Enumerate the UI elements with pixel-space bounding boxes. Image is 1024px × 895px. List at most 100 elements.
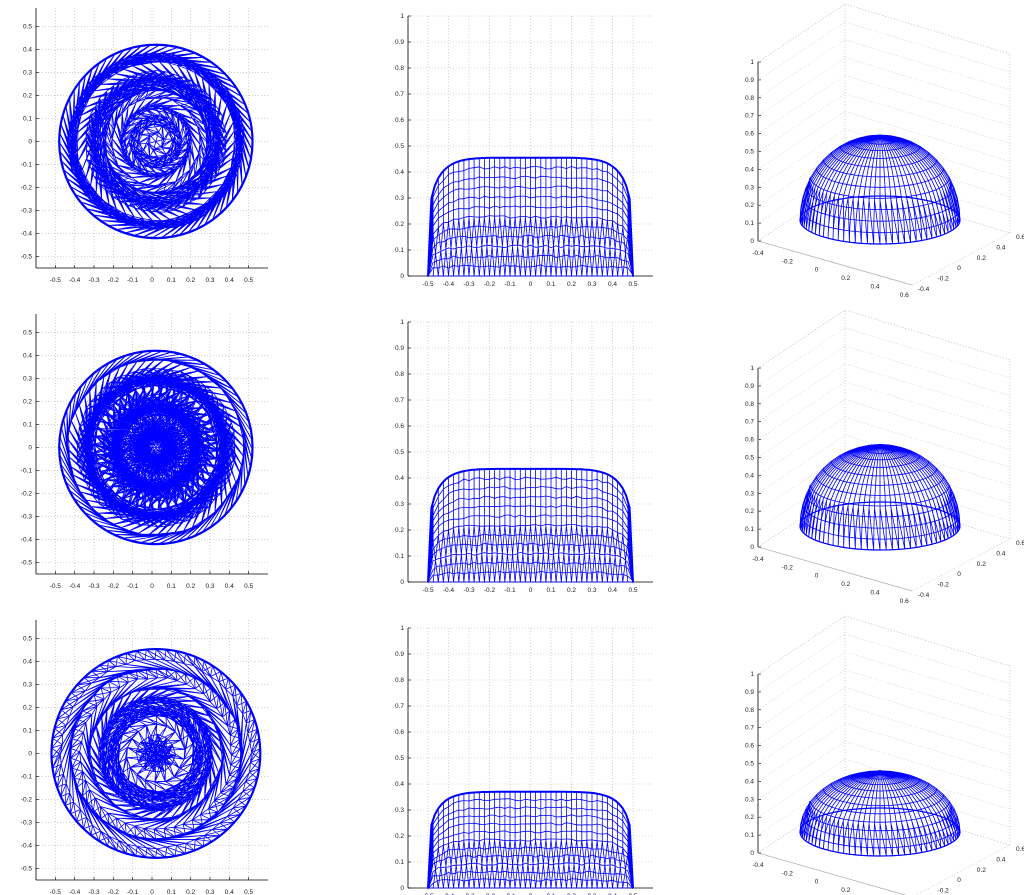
box-edge	[757, 852, 907, 895]
box-edge	[757, 240, 913, 286]
y-tick-label: 0	[400, 579, 404, 586]
x-tick-label: 0.4	[225, 583, 234, 590]
y-tick-label: 0.9	[395, 39, 404, 46]
grid-line-z	[757, 417, 846, 476]
grid-line-z	[757, 111, 846, 170]
mesh-outline	[427, 467, 634, 583]
y-tick-label: 0.9	[395, 345, 404, 352]
x-tick-label: 0.4	[225, 277, 234, 284]
grid-line-z	[757, 164, 846, 224]
grid-line-z	[757, 57, 846, 116]
x-tick-label: -0.5	[422, 893, 434, 895]
x-tick-label: -0.2	[484, 281, 496, 288]
mesh-outline	[427, 156, 634, 277]
subplot-5: -0.5 -0.4 -0.3 -0.2 -0.1 0 0.1 0.2 0.3 0.4 0.5 0 0.1…	[395, 319, 653, 594]
grid-line-z	[757, 309, 846, 369]
x-tick-label: 0.5	[628, 587, 637, 594]
y-tick-label: -0.1	[21, 161, 33, 168]
grid-line-z	[757, 687, 846, 746]
grid-line-z	[757, 435, 846, 494]
x-tick-label: 0.1	[167, 889, 176, 895]
grid-line-z	[757, 669, 846, 728]
x-tick-label: 0.1	[546, 587, 555, 594]
y-tick-label: 0.5	[395, 143, 404, 150]
y-tick-label: 0	[28, 444, 32, 451]
x-tick-label: 0.2	[841, 275, 850, 282]
subplot-9: 0 0.1 0.2 0.3 0.4 0.5 0.6 0.7 0.8 0.9 1 -0.4 -0.2 0 0.…	[745, 615, 1024, 895]
y-tick-label: 0.1	[395, 859, 404, 866]
y-tick-label: -0.2	[938, 582, 950, 589]
grid-line-z	[757, 129, 846, 188]
subplot-8: -0.5 -0.4 -0.3 -0.2 -0.1 0 0.1 0.2 0.3 0.4 0.5 0 0.1…	[395, 625, 653, 895]
grid-line-z	[757, 75, 846, 134]
z-tick-label: 0.2	[745, 202, 754, 209]
y-tick-label: -0.4	[21, 230, 33, 237]
x-tick-label: 0.3	[205, 583, 214, 590]
grid-line-z	[757, 146, 846, 206]
y-tick-label: 0.7	[395, 703, 404, 710]
y-tick-label: 0	[28, 138, 32, 145]
grid-line-z	[844, 75, 1011, 126]
y-tick-label: 0.5	[395, 449, 404, 456]
x-tick-label: 0.2	[186, 583, 195, 590]
y-tick-label: 0.5	[23, 635, 32, 642]
box-edge	[844, 3, 1011, 55]
y-tick-label: 0.5	[23, 329, 32, 336]
y-tick-label: -0.5	[21, 865, 33, 872]
y-tick-label: -0.2	[21, 796, 33, 803]
z-tick-label: 0.6	[745, 743, 754, 750]
mesh-outline	[427, 790, 634, 889]
x-tick-label: -0.3	[88, 583, 100, 590]
y-tick-label: 0.4	[996, 856, 1005, 863]
y-tick-label: 0.2	[23, 704, 32, 711]
x-tick-label: 0	[815, 879, 819, 886]
grid-line-z	[844, 633, 1011, 685]
x-tick-label: 0.2	[841, 581, 850, 588]
box-edge	[911, 538, 1011, 592]
z-tick-label: 0.5	[745, 149, 754, 156]
x-tick-label: 0.5	[628, 893, 637, 895]
y-tick-label: 0.8	[395, 371, 404, 378]
y-tick-label: 0.4	[395, 169, 404, 176]
x-tick-label: -0.1	[127, 583, 139, 590]
y-tick-label: -0.4	[21, 842, 33, 849]
x-tick-label: -0.2	[782, 258, 794, 265]
box-edge	[757, 546, 913, 592]
z-tick-label: 0.1	[745, 220, 754, 227]
grid-line-z	[757, 758, 846, 818]
z-tick-label: 0.4	[745, 778, 754, 785]
grid-line-z	[844, 345, 1011, 397]
z-tick-label: 0.5	[745, 761, 754, 768]
z-tick-label: 0.8	[745, 707, 754, 714]
x-tick-label: 0.3	[587, 281, 596, 288]
z-tick-label: 1	[750, 59, 754, 66]
mesh-base	[799, 501, 961, 551]
y-tick-label: 0.7	[395, 397, 404, 404]
y-tick-label: 0.2	[395, 833, 404, 840]
mesh-base	[799, 195, 961, 245]
x-tick-label: 0.5	[244, 889, 253, 895]
x-tick-label: 0	[529, 893, 533, 895]
mesh-wireframe	[799, 770, 961, 857]
y-tick-label: -0.3	[21, 513, 33, 520]
x-tick-label: 0.1	[167, 583, 176, 590]
x-tick-label: -0.1	[504, 587, 516, 594]
x-tick-label: -0.2	[782, 870, 794, 877]
y-tick-label: 0	[957, 571, 961, 578]
z-tick-label: 0.9	[745, 77, 754, 84]
y-tick-label: 0.2	[23, 398, 32, 405]
y-tick-label: 0.2	[977, 255, 986, 262]
x-tick-label: 0.5	[244, 583, 253, 590]
y-tick-label: 0.6	[1016, 846, 1024, 853]
x-tick-label: -0.5	[422, 281, 434, 288]
grid-line-z	[757, 470, 846, 530]
x-tick-label: 0.3	[587, 587, 596, 594]
y-tick-label: 0.6	[395, 729, 404, 736]
x-tick-label: -0.5	[50, 889, 62, 895]
y-tick-label: 0.8	[395, 65, 404, 72]
y-tick-label: 0.2	[23, 92, 32, 99]
mesh-wireframe	[799, 134, 961, 245]
grid-line-z	[757, 93, 846, 152]
grid-line-z	[844, 327, 1011, 379]
z-tick-label: 0.3	[745, 490, 754, 497]
